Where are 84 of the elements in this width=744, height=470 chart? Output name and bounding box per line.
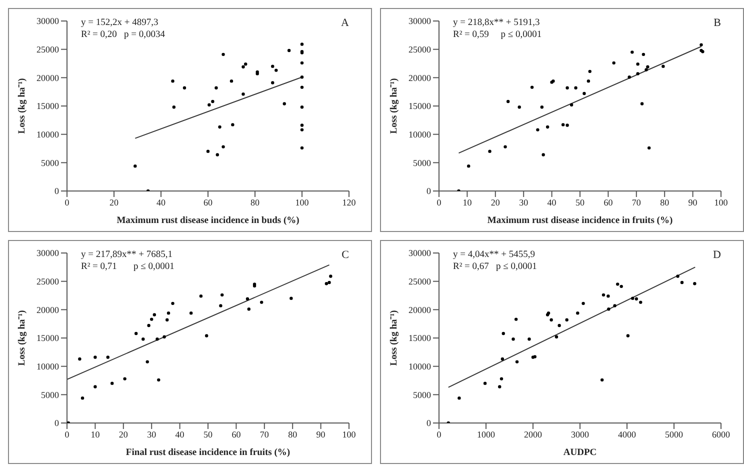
y-tick-label: 15000 bbox=[408, 333, 432, 344]
annotation: R² = 0,59 p ≤ 0,0001 bbox=[453, 29, 542, 41]
annotation: D bbox=[713, 249, 721, 261]
x-tick-label: 5000 bbox=[665, 429, 684, 440]
y-tick-label: 30000 bbox=[36, 248, 60, 258]
y-tick-label: 5000 bbox=[41, 390, 60, 400]
x-tick-label: 60 bbox=[604, 197, 614, 208]
y-tick-label: 30000 bbox=[408, 16, 432, 26]
y-tick-label: 15000 bbox=[36, 101, 60, 112]
x-axis-title: AUDPC bbox=[563, 448, 597, 458]
y-tick-label: 20000 bbox=[408, 304, 432, 315]
x-tick-label: 30 bbox=[147, 429, 157, 440]
x-tick-label: 80 bbox=[288, 429, 298, 440]
y-tick-label: 20000 bbox=[36, 72, 60, 83]
y-tick-label: 25000 bbox=[36, 276, 60, 287]
x-tick-label: 3000 bbox=[571, 429, 590, 440]
x-tick-label: 0 bbox=[436, 429, 442, 440]
y-tick-label: 5000 bbox=[413, 390, 432, 400]
annotation: y = 152,2x + 4897,3 bbox=[81, 17, 158, 29]
annotation: R² = 0,71 p ≤ 0,0001 bbox=[81, 261, 174, 273]
x-tick-label: 40 bbox=[156, 197, 166, 208]
x-tick-label: 80 bbox=[250, 197, 260, 208]
x-tick-label: 50 bbox=[204, 429, 213, 440]
annotation: y = 217,89x** + 7685,1 bbox=[81, 249, 172, 261]
y-tick-label: 25000 bbox=[36, 44, 60, 55]
y-axis-title: Loss (kg ha⁻¹) bbox=[17, 310, 28, 366]
x-tick-label: 90 bbox=[688, 197, 698, 208]
annotation: C bbox=[342, 249, 349, 261]
y-tick-label: 30000 bbox=[36, 16, 60, 26]
y-axis-title: Loss (kg ha⁻¹) bbox=[389, 78, 400, 134]
x-tick-label: 80 bbox=[660, 197, 670, 208]
x-tick-label: 90 bbox=[316, 429, 326, 440]
x-tick-label: 100 bbox=[342, 429, 356, 440]
x-tick-label: 0 bbox=[64, 429, 70, 440]
x-tick-label: 100 bbox=[295, 197, 310, 208]
x-tick-label: 120 bbox=[342, 197, 356, 208]
y-tick-label: 5000 bbox=[413, 158, 432, 168]
x-tick-label: 20 bbox=[118, 429, 128, 440]
annotation: R² = 0,67 p ≤ 0,0001 bbox=[453, 261, 537, 273]
x-tick-label: 20 bbox=[490, 197, 500, 208]
y-tick-label: 15000 bbox=[408, 101, 432, 112]
y-tick-label: 10000 bbox=[408, 130, 432, 140]
x-tick-label: 70 bbox=[632, 197, 642, 208]
x-tick-label: 2000 bbox=[524, 429, 542, 440]
y-tick-label: 30000 bbox=[408, 248, 432, 258]
x-tick-label: 50 bbox=[576, 197, 585, 208]
x-tick-label: 10 bbox=[462, 197, 472, 208]
x-tick-label: 70 bbox=[260, 429, 270, 440]
y-tick-label: 10000 bbox=[36, 362, 60, 372]
x-axis-title: Maximum rust disease incidence in fruits (%) bbox=[487, 216, 673, 226]
y-tick-label: 0 bbox=[54, 186, 60, 196]
x-tick-label: 30 bbox=[519, 197, 529, 208]
y-tick-label: 0 bbox=[426, 186, 432, 196]
y-tick-label: 0 bbox=[426, 418, 432, 428]
annotation: A bbox=[341, 17, 349, 29]
y-tick-label: 10000 bbox=[36, 130, 60, 140]
y-tick-label: 0 bbox=[54, 418, 60, 428]
x-axis-title: Final rust disease incidence in fruits (%) bbox=[126, 448, 290, 458]
y-tick-label: 15000 bbox=[36, 333, 60, 344]
annotation: R² = 0,20 p = 0,0034 bbox=[81, 29, 166, 41]
x-tick-label: 10 bbox=[90, 429, 100, 440]
y-tick-label: 20000 bbox=[36, 304, 60, 315]
x-tick-label: 100 bbox=[714, 197, 728, 208]
y-tick-label: 5000 bbox=[41, 158, 60, 168]
y-tick-label: 10000 bbox=[408, 362, 432, 372]
y-tick-label: 25000 bbox=[408, 276, 432, 287]
y-tick-label: 20000 bbox=[408, 72, 432, 83]
annotation: B bbox=[714, 17, 721, 29]
x-tick-label: 0 bbox=[64, 197, 70, 208]
annotation: y = 4,04x** + 5455,9 bbox=[453, 249, 535, 261]
x-tick-label: 40 bbox=[547, 197, 557, 208]
x-tick-label: 60 bbox=[204, 197, 213, 208]
x-tick-label: 1000 bbox=[477, 429, 496, 440]
x-tick-label: 4000 bbox=[618, 429, 636, 440]
x-tick-label: 60 bbox=[232, 429, 242, 440]
annotation: y = 218,8x** + 5191,3 bbox=[453, 17, 540, 29]
y-axis-title: Loss (kg ha⁻¹) bbox=[389, 310, 400, 366]
y-axis-title: Loss (kg ha⁻¹) bbox=[17, 78, 28, 134]
x-tick-label: 6000 bbox=[712, 429, 730, 440]
x-tick-label: 40 bbox=[175, 429, 185, 440]
x-axis-title: Maximum rust disease incidence in buds (%) bbox=[116, 216, 300, 226]
y-tick-label: 25000 bbox=[408, 44, 432, 55]
x-tick-label: 20 bbox=[110, 197, 119, 208]
x-tick-label: 0 bbox=[436, 197, 442, 208]
